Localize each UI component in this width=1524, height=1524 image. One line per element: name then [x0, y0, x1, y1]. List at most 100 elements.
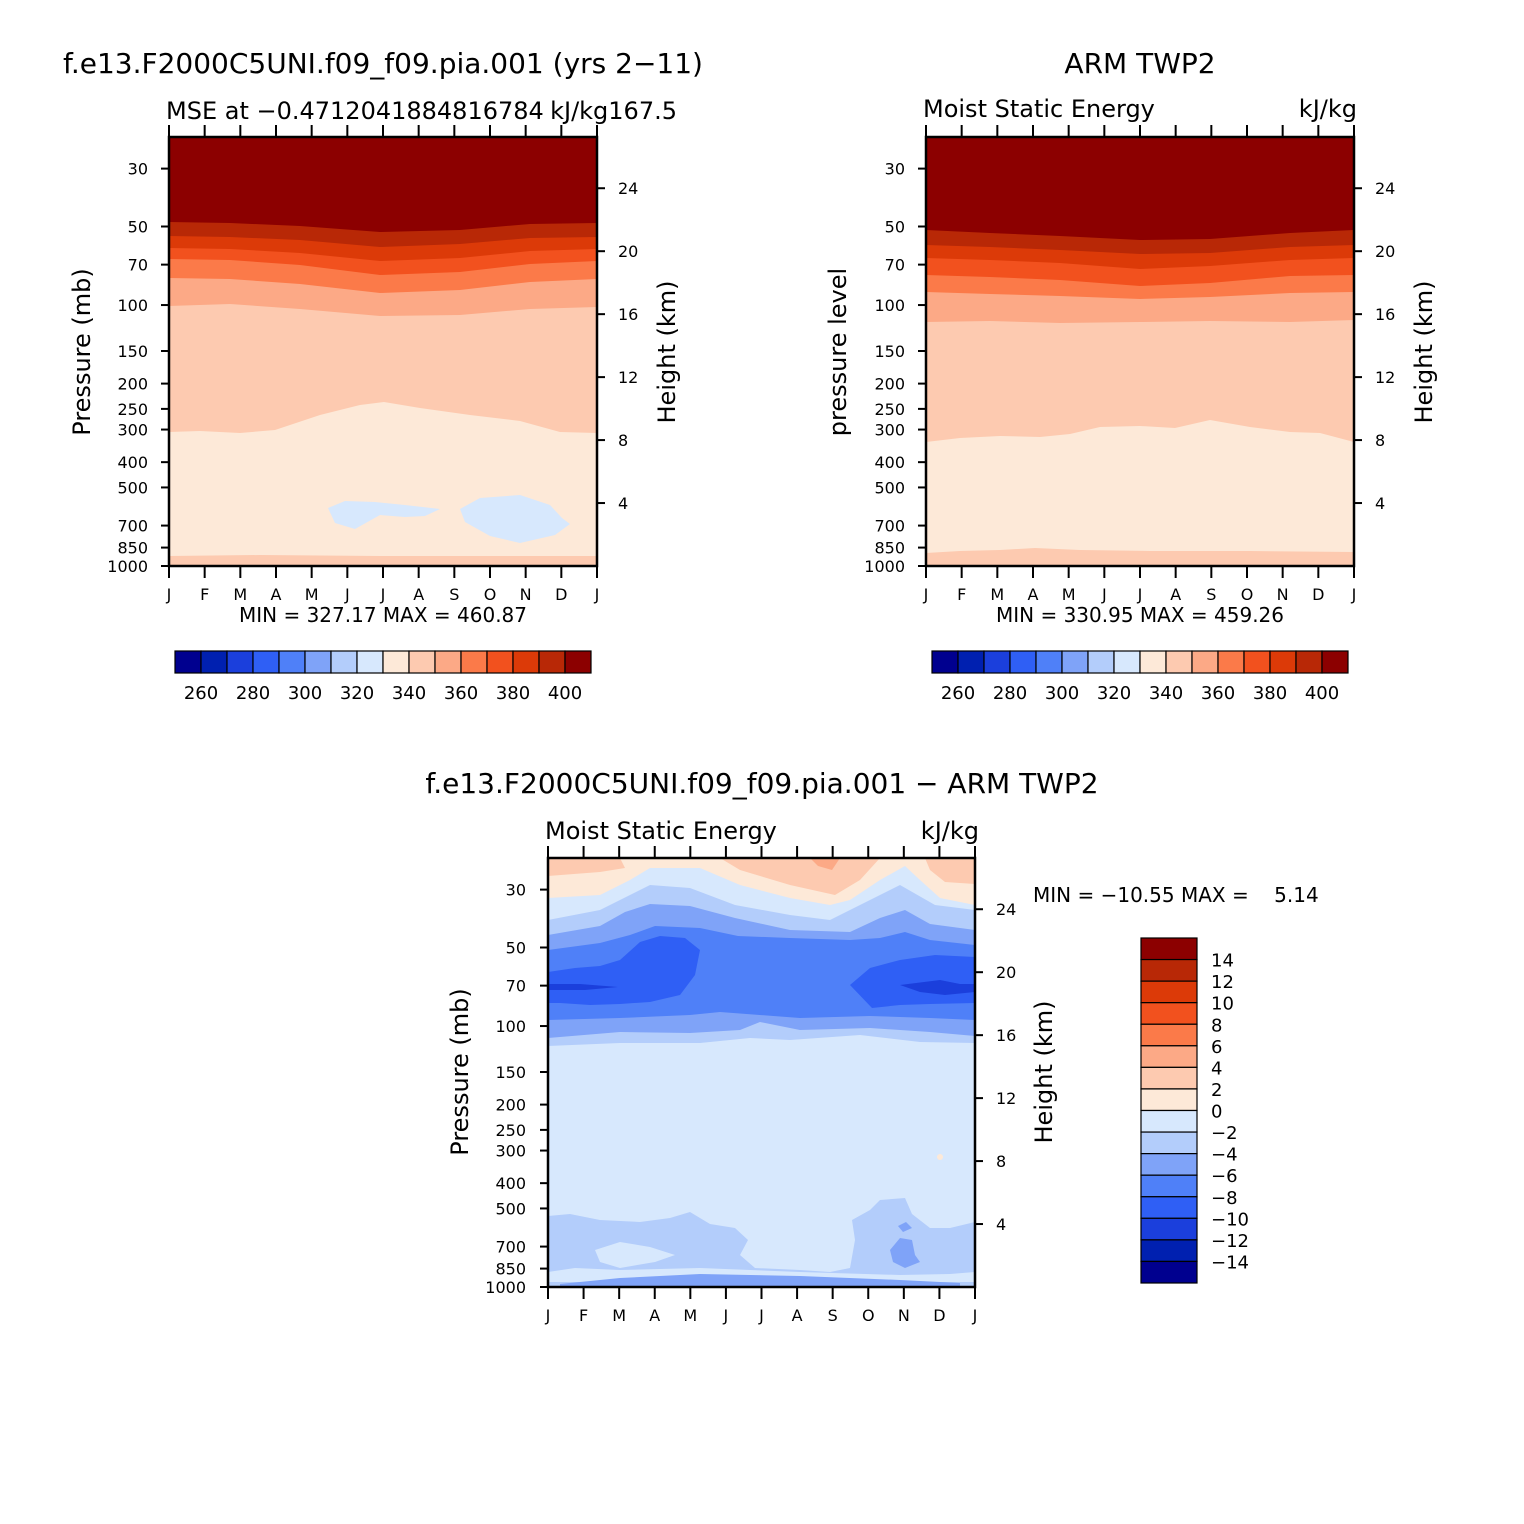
colorbar-swatch [983, 650, 1011, 674]
x-tick-label: M [683, 1306, 697, 1325]
colorbar-label: 6 [1211, 1037, 1222, 1058]
panel-subtitle-right: kJ/kg [1299, 95, 1357, 123]
colorbar-swatch [957, 650, 985, 674]
colorbar-swatch [486, 650, 514, 674]
x-tick-label: M [233, 585, 247, 604]
x-tick-label: S [828, 1306, 838, 1325]
x-tick-label: J [758, 1306, 764, 1325]
colorbar-swatch [931, 650, 959, 674]
colorbar-swatch [252, 650, 280, 674]
colorbar-label: 320 [340, 683, 374, 704]
y-axis-label: pressure level [824, 268, 852, 436]
x-tick-label: A [792, 1306, 803, 1325]
y-tick-label: 50 [128, 217, 148, 236]
y-tick-label: 300 [874, 421, 905, 440]
y-tick-label: 250 [874, 400, 905, 419]
y-tick-label: 70 [506, 977, 526, 996]
colorbar-label: −12 [1211, 1231, 1249, 1252]
x-tick-label: N [520, 585, 532, 604]
colorbar-swatch [1009, 650, 1037, 674]
panel-title: f.e13.F2000C5UNI.f09_f09.pia.001 − ARM T… [425, 767, 1098, 800]
x-tick-label: J [1351, 585, 1357, 604]
y-tick-label: 150 [874, 342, 905, 361]
y-tick-label: 100 [874, 296, 905, 315]
colorbar-swatch [1140, 980, 1198, 1004]
contour-band [900, 980, 975, 995]
y-tick-label: 100 [495, 1017, 526, 1036]
colorbar-label: −2 [1211, 1123, 1238, 1144]
x-tick-label: J [972, 1306, 978, 1325]
y-axis-label: Pressure (mb) [68, 268, 96, 435]
x-tick-label: A [413, 585, 424, 604]
colorbar-label: 10 [1211, 994, 1234, 1015]
x-tick-label: O [1241, 585, 1254, 604]
y2-tick-label: 12 [996, 1089, 1016, 1108]
colorbar-label: 8 [1211, 1015, 1222, 1036]
y-tick-label: 250 [117, 400, 148, 419]
colorbar-swatch [1140, 937, 1198, 961]
colorbar-label: 4 [1211, 1058, 1222, 1079]
panel-model: f.e13.F2000C5UNI.f09_f09.pia.001 (yrs 2−… [63, 47, 703, 704]
y-tick-label: 400 [495, 1174, 526, 1193]
colorbar-swatch [1140, 1002, 1198, 1025]
colorbar-swatch [1140, 1153, 1198, 1176]
contour-band [460, 495, 570, 543]
y-tick-label: 700 [117, 517, 148, 536]
x-tick-label: A [1170, 585, 1181, 604]
y-tick-label: 70 [885, 256, 905, 275]
colorbar-label: 280 [236, 683, 270, 704]
colorbar-swatch [382, 650, 410, 674]
colorbar-label: 360 [1201, 683, 1235, 704]
stats-text: MIN = 330.95 MAX = 459.26 [996, 603, 1284, 627]
x-tick-label: F [579, 1306, 588, 1325]
colorbar-swatch [1295, 650, 1323, 674]
colorbar-label: −6 [1211, 1166, 1238, 1187]
panel-title: f.e13.F2000C5UNI.f09_f09.pia.001 (yrs 2−… [63, 47, 703, 80]
colorbar-label: 300 [288, 683, 322, 704]
colorbar-swatch [538, 650, 566, 674]
contour-band [560, 1274, 960, 1287]
x-tick-label: J [1101, 585, 1107, 604]
colorbar-swatch [512, 650, 540, 674]
y-tick-label: 400 [874, 453, 905, 472]
colorbar-swatch [1217, 650, 1245, 674]
contour-band [548, 984, 618, 990]
colorbar-label: 360 [444, 683, 478, 704]
contour-band [926, 548, 1354, 566]
contour-plot [926, 137, 1354, 566]
x-tick-label: A [271, 585, 282, 604]
colorbar-swatch [1087, 650, 1115, 674]
contour-band [548, 1198, 975, 1287]
y2-tick-label: 4 [618, 494, 628, 513]
x-tick-label: O [484, 585, 497, 604]
colorbar-label: 12 [1211, 972, 1234, 993]
contour-band [926, 420, 1354, 566]
colorbar-swatch [1165, 650, 1193, 674]
colorbar-swatch [1140, 1174, 1198, 1198]
contour-band [810, 858, 840, 870]
y-tick-label: 500 [117, 478, 148, 497]
colorbar-swatch [564, 650, 592, 674]
colorbar-label: 260 [941, 683, 975, 704]
colorbar-label: 260 [184, 683, 218, 704]
y2-tick-label: 16 [996, 1026, 1016, 1045]
colorbar-label: 380 [1253, 683, 1287, 704]
y2-tick-label: 8 [1375, 431, 1385, 450]
colorbar-swatch [1140, 1109, 1198, 1133]
x-tick-label: J [166, 585, 172, 604]
y-tick-label: 500 [874, 478, 905, 497]
contour-band [898, 1222, 912, 1232]
panel-difference: f.e13.F2000C5UNI.f09_f09.pia.001 − ARM T… [425, 767, 1318, 1325]
x-tick-label: D [555, 585, 567, 604]
y2-tick-label: 24 [996, 900, 1016, 919]
contour-band [328, 501, 440, 529]
x-tick-label: S [1206, 585, 1216, 604]
x-tick-label: A [649, 1306, 660, 1325]
y-tick-label: 1000 [864, 557, 905, 576]
y2-tick-label: 20 [618, 242, 638, 261]
colorbar-label: 2 [1211, 1080, 1222, 1101]
colorbar-swatch [1140, 1196, 1198, 1219]
